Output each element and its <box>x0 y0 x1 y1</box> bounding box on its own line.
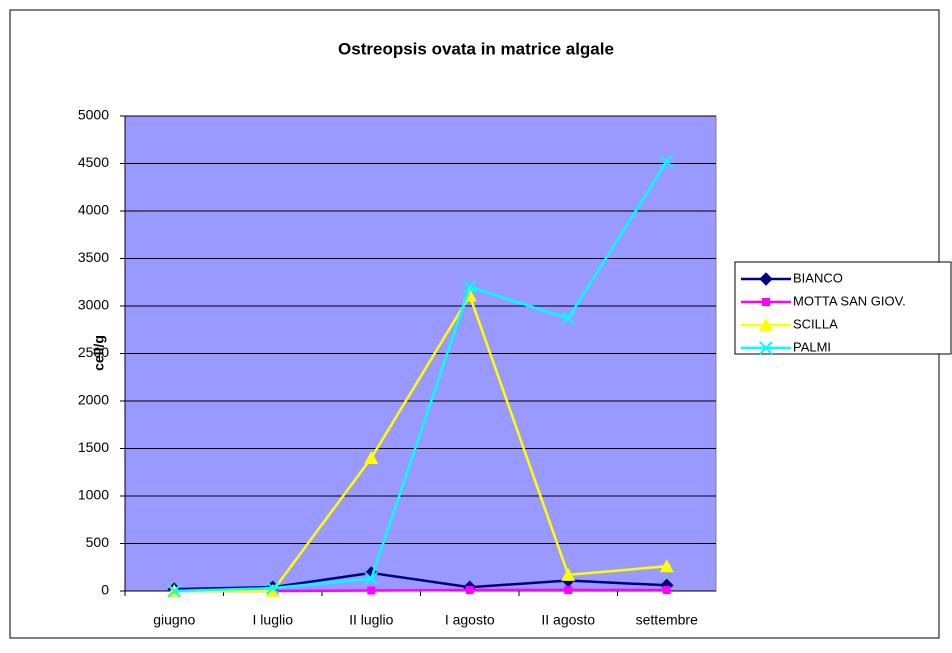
marker <box>759 272 773 286</box>
legend-label: PALMI <box>793 339 831 354</box>
legend-label: BIANCO <box>793 270 843 285</box>
legend-label: SCILLA <box>793 316 838 331</box>
marker <box>762 298 770 306</box>
y-tick-label: 3500 <box>78 249 109 265</box>
y-tick-label: 4000 <box>78 202 109 218</box>
y-tick-label: 1500 <box>78 439 109 455</box>
x-tick-label: II agosto <box>541 612 595 628</box>
y-tick-label: 1000 <box>78 487 109 503</box>
marker <box>561 567 576 581</box>
y-tick-label: 3000 <box>78 297 109 313</box>
marker <box>660 154 674 169</box>
marker <box>465 586 474 595</box>
legend-label: MOTTA SAN GIOV. <box>793 293 906 308</box>
x-tick-label: giugno <box>153 612 195 628</box>
y-tick-label: 500 <box>86 534 110 550</box>
chart-title: Ostreopsis ovata in matrice algale <box>338 39 614 58</box>
marker <box>367 586 376 595</box>
marker <box>662 586 671 595</box>
series-line <box>174 160 668 593</box>
marker <box>463 280 477 294</box>
y-tick-label: 4500 <box>78 154 109 170</box>
y-tick-label: 2000 <box>78 392 109 408</box>
marker <box>564 586 573 595</box>
marker <box>265 584 280 597</box>
x-tick-label: I agosto <box>445 612 495 628</box>
x-tick-label: settembre <box>636 612 698 628</box>
marker <box>364 451 379 464</box>
x-tick-label: II luglio <box>349 612 394 628</box>
y-tick-label: 0 <box>101 582 109 598</box>
marker <box>759 318 773 331</box>
marker <box>659 559 674 573</box>
marker <box>759 341 773 355</box>
x-tick-label: I luglio <box>253 612 294 628</box>
y-axis-label: cell/g <box>91 335 107 371</box>
series-line <box>174 292 667 593</box>
marker <box>364 571 378 586</box>
marker <box>561 311 575 326</box>
y-tick-label: 2500 <box>78 344 109 360</box>
marker <box>266 581 280 595</box>
marker <box>167 584 181 598</box>
y-tick-label: 5000 <box>78 107 109 123</box>
